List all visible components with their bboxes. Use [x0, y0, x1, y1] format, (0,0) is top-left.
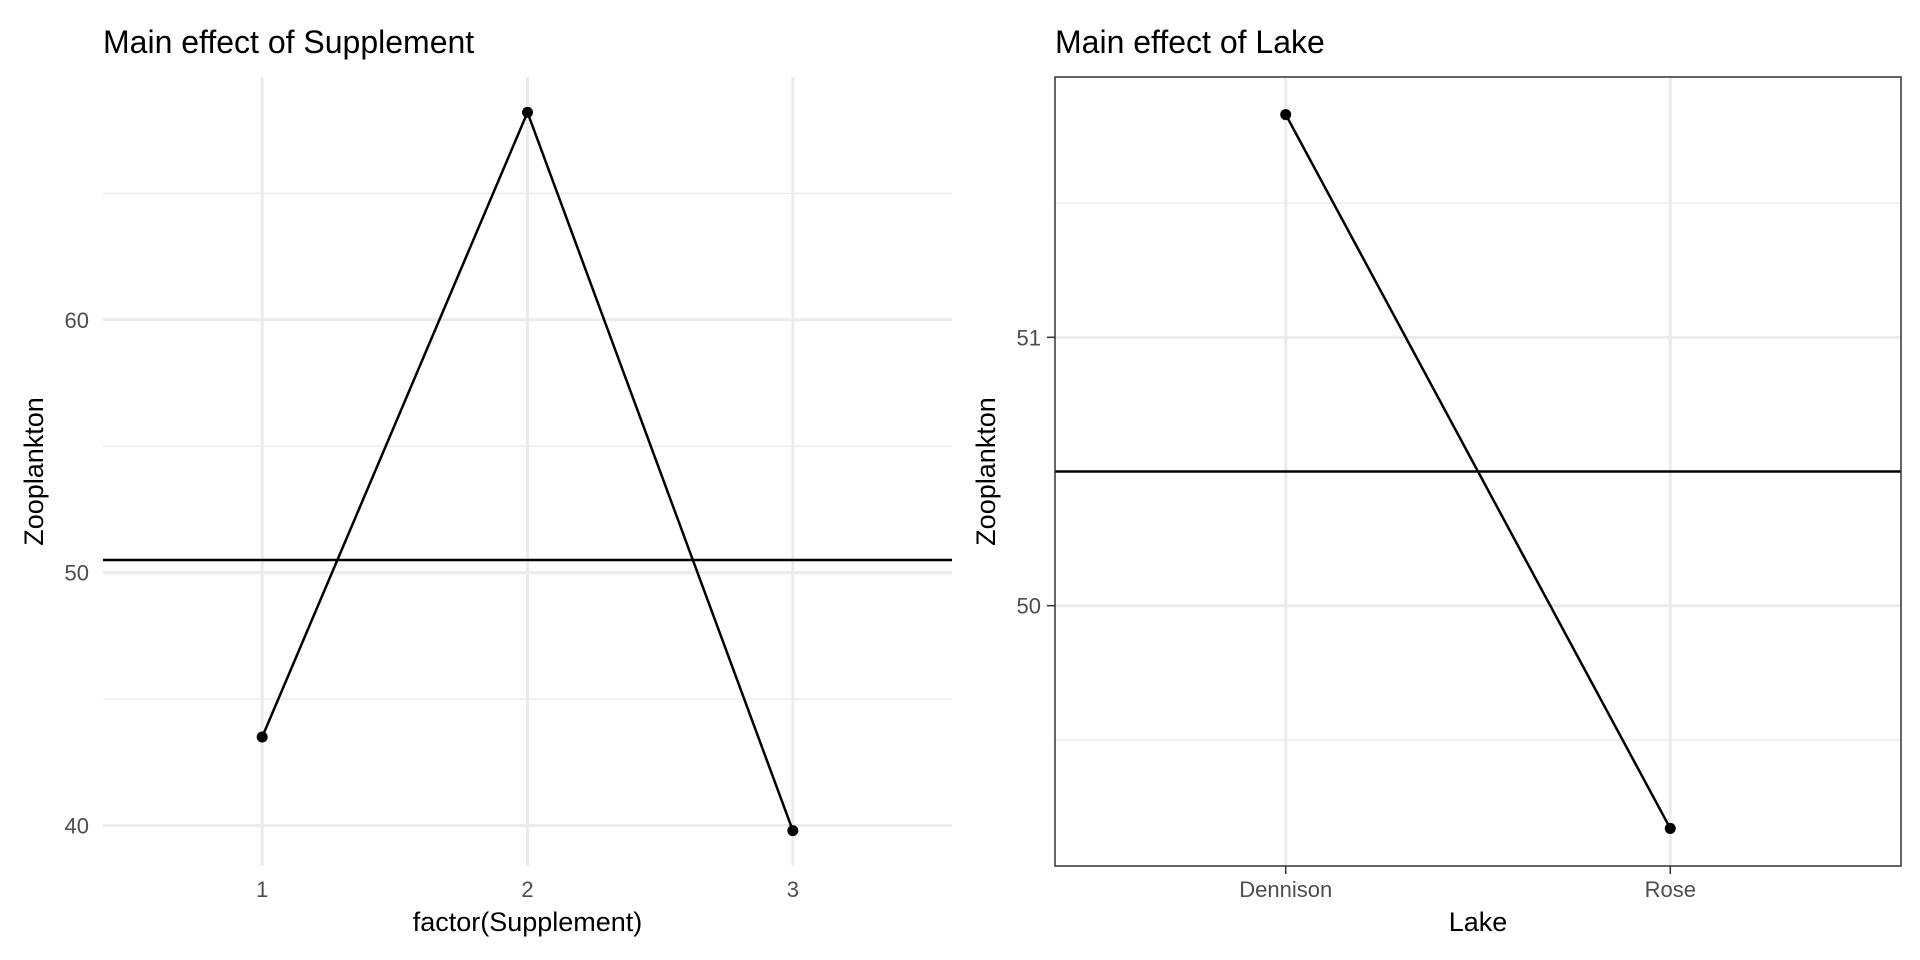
- supplement-data-point-1: [522, 106, 533, 118]
- lake-x-axis-label: Lake: [1449, 907, 1508, 937]
- lake-x-tick-label-0: Dennison: [1239, 877, 1332, 902]
- supplement-y-axis-label: Zooplankton: [19, 397, 49, 546]
- supplement-x-tick-label-0: 1: [256, 877, 268, 902]
- supplement-data-point-0: [256, 731, 268, 743]
- supplement-chart-title: Main effect of Supplement: [103, 24, 474, 60]
- lake-y-tick-label-1: 51: [1017, 325, 1041, 350]
- lake-panel-border: [1054, 76, 1902, 867]
- supplement-y-tick-label-2: 60: [65, 308, 89, 333]
- lake-y-axis-label: Zooplankton: [971, 397, 1001, 546]
- lake-series-line: [1284, 113, 1672, 830]
- lake-chart: Main effect of Lake Lake Zooplankton 50 5…: [971, 24, 1902, 937]
- lake-y-tick-label-0: 50: [1017, 594, 1041, 619]
- supplement-y-tick-label-0: 40: [65, 814, 89, 839]
- lake-chart-title: Main effect of Lake: [1055, 24, 1325, 60]
- supplement-x-tick-label-2: 3: [787, 877, 799, 902]
- supplement-y-tick-label-1: 50: [65, 561, 89, 586]
- supplement-x-axis-label: factor(Supplement): [413, 907, 643, 937]
- supplement-data-point-2: [787, 825, 799, 837]
- lake-data-point-1: [1664, 822, 1676, 834]
- supplement-chart: Main effect of Supplement factor(Supplem…: [19, 24, 952, 937]
- supplement-x-tick-label-1: 2: [521, 877, 533, 902]
- lake-data-point-0: [1280, 109, 1292, 121]
- lake-x-tick-label-1: Rose: [1645, 877, 1696, 902]
